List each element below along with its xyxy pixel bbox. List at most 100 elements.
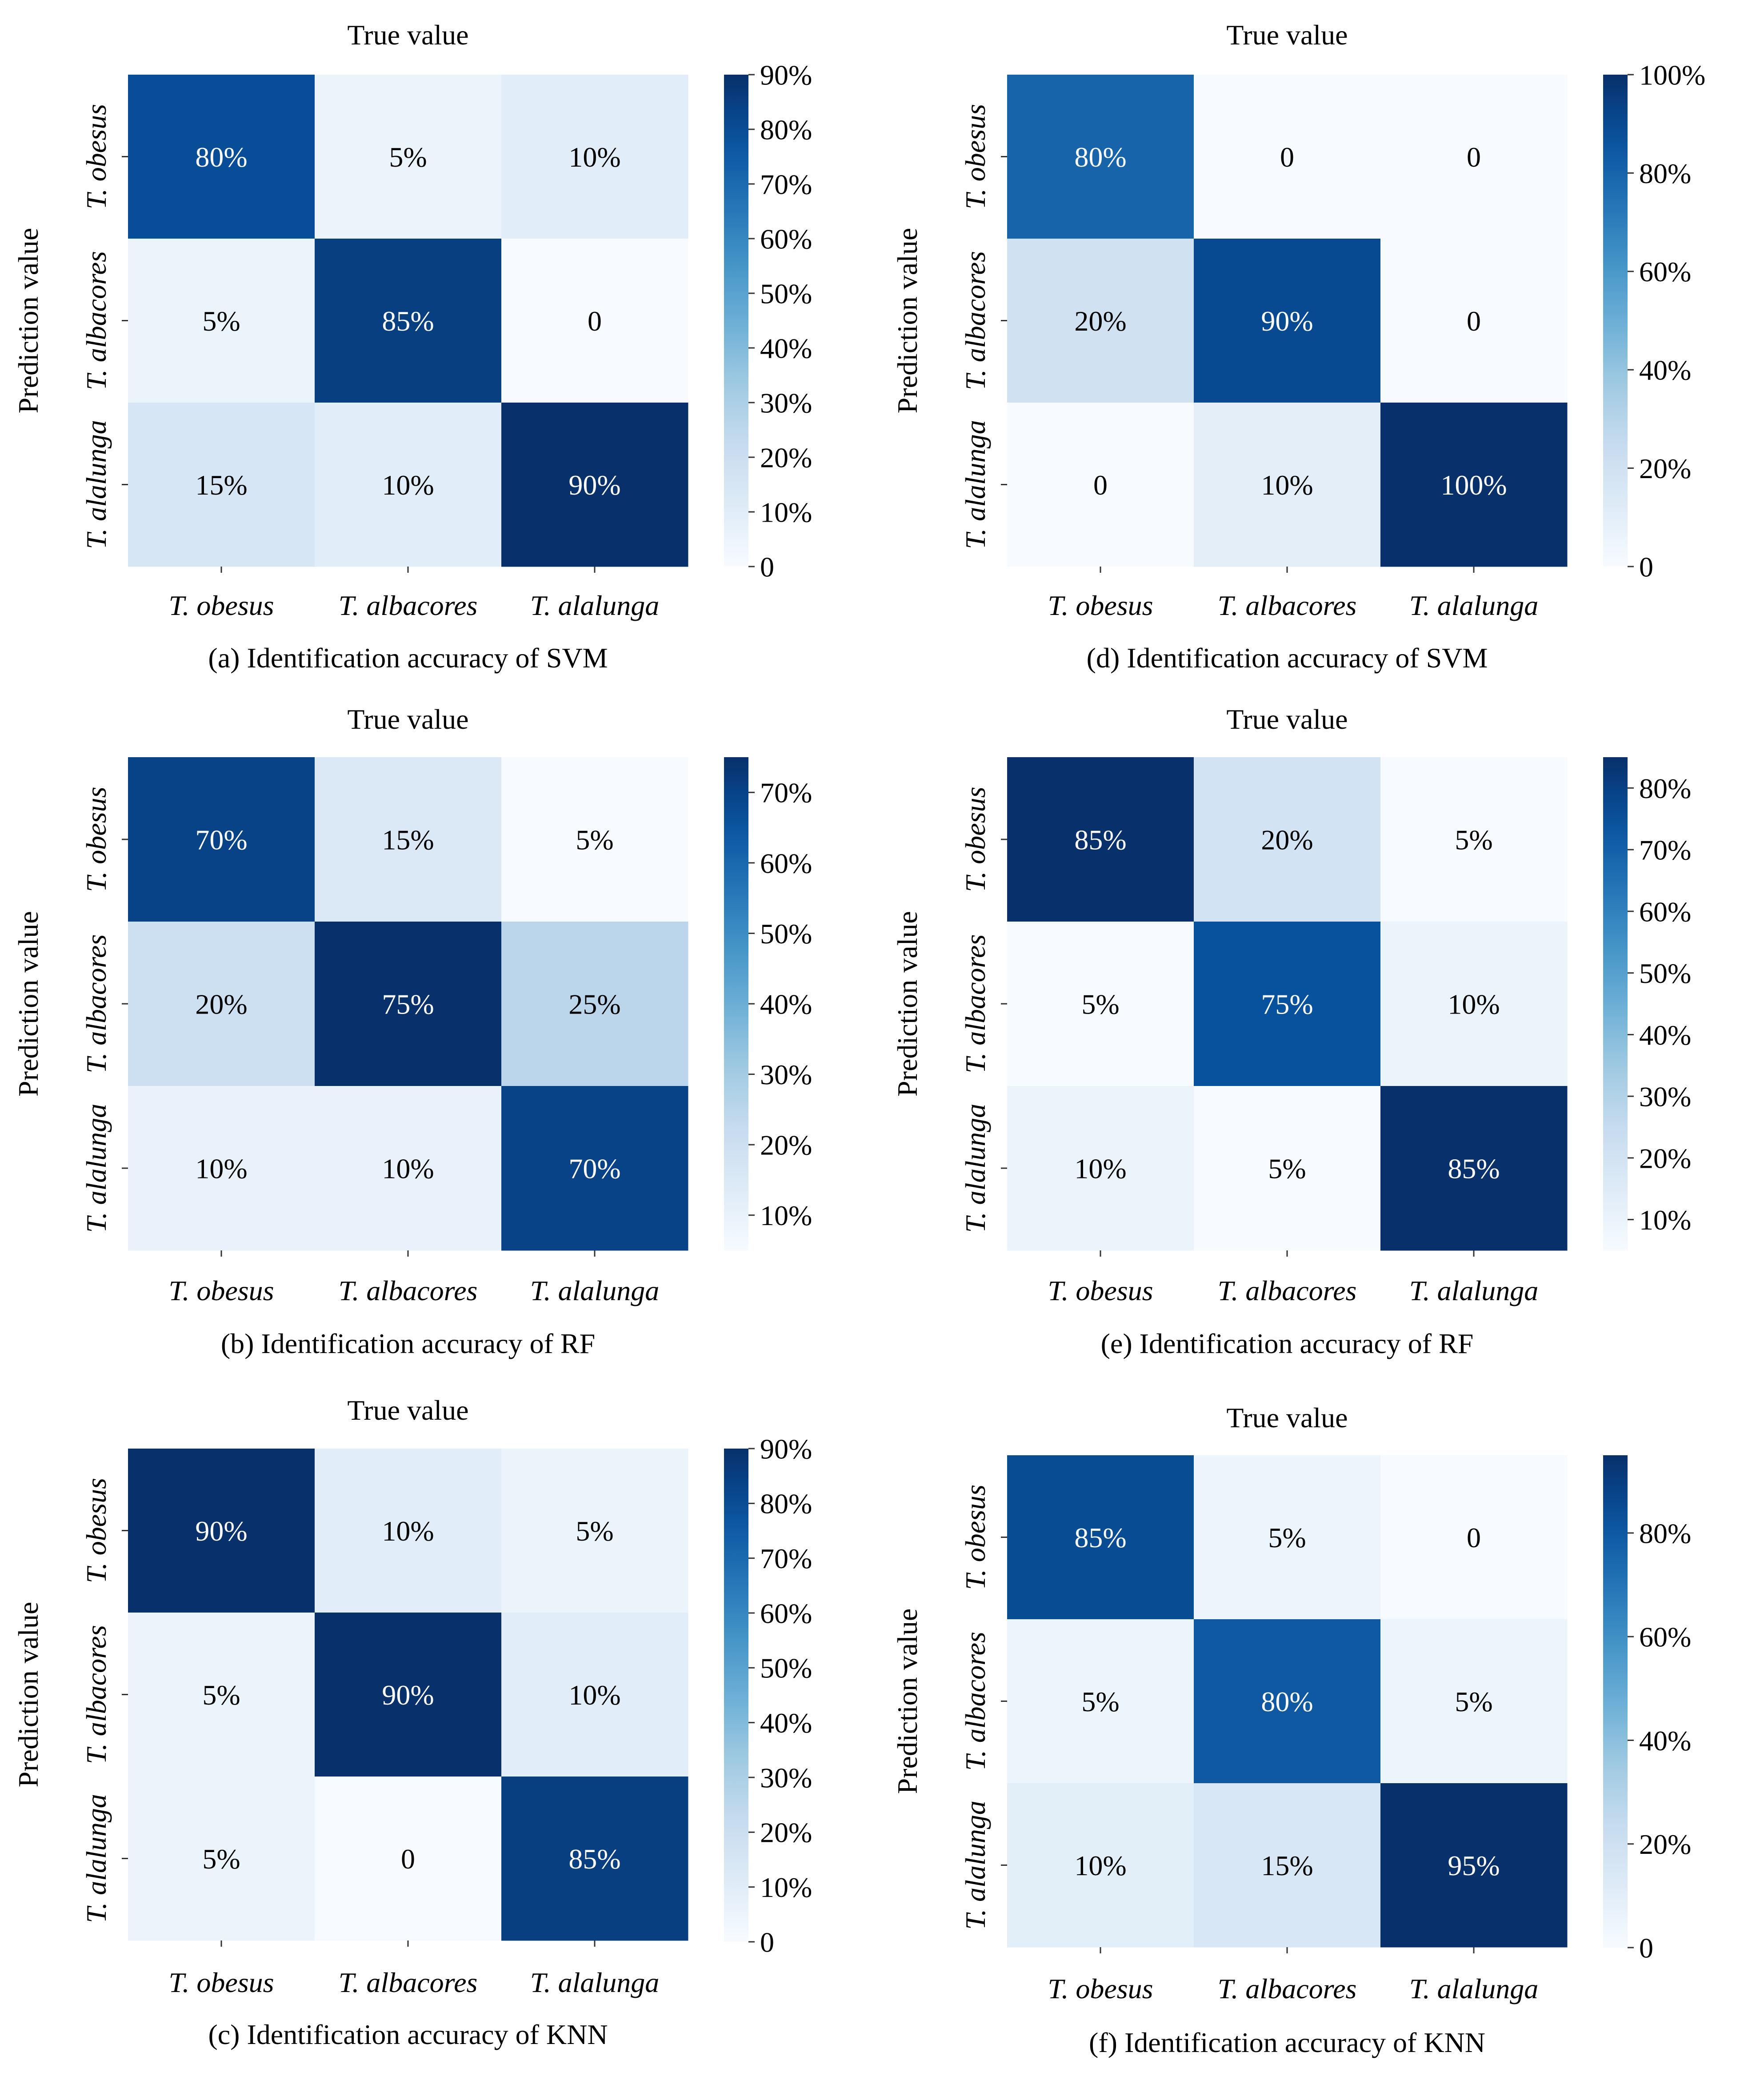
colorbar-tick-label: 80%: [760, 1488, 812, 1520]
colorbar-tick-label: 40%: [1639, 355, 1691, 386]
cell-value-label: 10%: [568, 1679, 620, 1711]
heatmap-panel-b: 70% 15% 5% 20% 75% 25% 10% 10% 70% True value T. o…: [12, 703, 812, 1359]
x-tick-label: T. alalunga: [1409, 1973, 1538, 2004]
cell-value-label: 20%: [195, 988, 247, 1020]
x-tick-label: T. obesus: [168, 1967, 274, 1998]
y-axis-label: Prediction value: [892, 228, 923, 414]
cell-value-label: 5%: [1081, 988, 1119, 1020]
heatmap-cell: [1194, 1783, 1381, 1948]
y-tick-label: T. obesus: [80, 787, 112, 892]
colorbar-tick-label: 20%: [1639, 453, 1691, 484]
y-tick-label: T. obesus: [960, 1485, 991, 1590]
y-tick-label: T. obesus: [80, 104, 112, 209]
panel-caption: (e) Identification accuracy of RF: [1101, 1328, 1474, 1359]
cell-value-label: 10%: [568, 141, 620, 173]
colorbar-tick-label: 80%: [1639, 773, 1691, 804]
colorbar-tick-label: 60%: [1639, 256, 1691, 287]
cell-value-label: 10%: [195, 1153, 247, 1184]
heatmap-cell: [315, 239, 502, 403]
cell-value-label: 80%: [195, 141, 247, 173]
y-tick-label: T. albacores: [960, 251, 991, 390]
panel-title: True value: [1226, 703, 1348, 735]
colorbar-tick-label: 60%: [760, 1597, 812, 1629]
colorbar-tick-label: 70%: [1639, 834, 1691, 866]
heatmap-cell: [1194, 922, 1381, 1086]
heatmap-panel-f: 85% 5% 0 5% 80% 5% 10% 15% 95% True value T. obesu…: [892, 1402, 1691, 2058]
colorbar-tick-label: 70%: [760, 168, 812, 200]
x-tick-label: T. albacores: [339, 1967, 478, 1998]
heatmap-cell: [315, 1777, 502, 1941]
colorbar-tick-label: 30%: [760, 387, 812, 419]
colorbar-tick-label: 0: [760, 551, 774, 583]
cell-value-label: 85%: [568, 1843, 620, 1875]
colorbar-tick-label: 10%: [1639, 1204, 1691, 1236]
colorbar-tick-label: 10%: [760, 1200, 812, 1231]
cell-value-label: 0: [1093, 469, 1108, 501]
colorbar-tick-label: 80%: [1639, 158, 1691, 189]
cell-value-label: 75%: [1261, 988, 1313, 1020]
colorbar-tick-label: 90%: [760, 1433, 812, 1465]
x-tick-label: T. alalunga: [1409, 1275, 1538, 1306]
cell-value-label: 0: [588, 305, 602, 337]
colorbar: [1603, 1455, 1628, 1948]
cell-value-label: 10%: [1448, 988, 1500, 1020]
colorbar: [724, 75, 748, 567]
x-tick-label: T. alalunga: [1409, 590, 1538, 621]
heatmap-cell: [1380, 403, 1568, 567]
colorbar-tick-label: 40%: [760, 1707, 812, 1739]
heatmap-cell: [501, 239, 688, 403]
heatmap-cell: [1380, 239, 1568, 403]
colorbar-tick-label: 80%: [1639, 1517, 1691, 1549]
heatmap-panel-a: 80% 5% 10% 5% 85% 0 15% 10% 90% True value T. obes…: [12, 19, 812, 674]
heatmap-cell: [128, 1613, 315, 1777]
colorbar-tick-label: 70%: [760, 1543, 812, 1574]
x-tick-label: T. alalunga: [530, 1967, 659, 1998]
panel-title: True value: [1226, 19, 1348, 51]
heatmap-cell: [128, 1777, 315, 1941]
heatmap-cell: [1380, 1783, 1568, 1948]
panel-caption: (a) Identification accuracy of SVM: [208, 642, 608, 674]
heatmap-cell: [1380, 922, 1568, 1086]
heatmap-cell: [1194, 757, 1381, 922]
colorbar: [1603, 75, 1628, 567]
y-tick-label: T. alalunga: [960, 420, 991, 549]
colorbar-tick-label: 0: [760, 1926, 774, 1958]
y-tick-label: T. alalunga: [960, 1104, 991, 1233]
x-tick-label: T. alalunga: [530, 1275, 659, 1306]
cell-value-label: 10%: [1261, 469, 1313, 501]
heatmap-cell: [128, 757, 315, 922]
cell-value-label: 0: [1280, 141, 1294, 173]
heatmap-panel-c: 90% 10% 5% 5% 90% 10% 5% 0 85% True value T. obesu…: [12, 1394, 812, 2050]
colorbar-tick-label: 40%: [1639, 1019, 1691, 1051]
heatmap-cell: [501, 1086, 688, 1251]
cell-value-label: 10%: [382, 1153, 434, 1184]
heatmap-cell: [1007, 1086, 1194, 1251]
cell-value-label: 70%: [568, 1153, 620, 1184]
cell-value-label: 5%: [1081, 1686, 1119, 1717]
heatmap-cell: [1007, 75, 1194, 239]
x-tick-label: T. obesus: [1048, 1275, 1153, 1306]
cell-value-label: 95%: [1448, 1850, 1500, 1881]
heatmap-cell: [1007, 403, 1194, 567]
heatmap-cell: [128, 922, 315, 1086]
y-tick-label: T. albacores: [80, 251, 112, 390]
cell-value-label: 5%: [576, 1515, 613, 1547]
cell-value-label: 100%: [1440, 469, 1507, 501]
cell-value-label: 5%: [1268, 1153, 1306, 1184]
cell-value-label: 5%: [202, 305, 240, 337]
colorbar-tick-label: 60%: [1639, 1621, 1691, 1653]
heatmap-cell: [501, 1613, 688, 1777]
cell-value-label: 10%: [382, 469, 434, 501]
heatmap-cell: [501, 757, 688, 922]
colorbar-tick-label: 20%: [1639, 1829, 1691, 1860]
colorbar-tick-label: 40%: [760, 988, 812, 1020]
colorbar-tick-label: 30%: [1639, 1081, 1691, 1113]
heatmap-cell: [1007, 1455, 1194, 1620]
y-tick-label: T. alalunga: [80, 1104, 112, 1233]
panel-title: True value: [347, 1394, 468, 1426]
cell-value-label: 5%: [202, 1843, 240, 1875]
colorbar-tick-label: 30%: [760, 1762, 812, 1793]
cell-value-label: 15%: [1261, 1850, 1313, 1881]
heatmap-panel-d: 80% 0 0 20% 90% 0 0 10% 100% True value T. obesus T…: [892, 19, 1705, 674]
cell-value-label: 20%: [1261, 824, 1313, 855]
